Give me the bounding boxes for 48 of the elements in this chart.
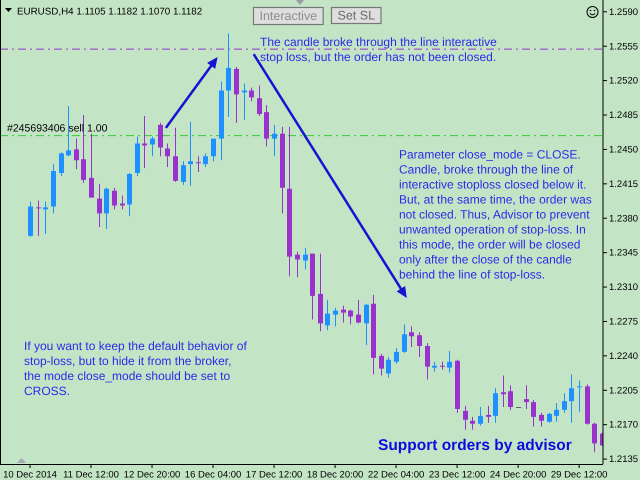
x-tick-label: 18 Dec 20:00	[306, 470, 364, 480]
y-tick-label: 1.2240	[609, 350, 638, 362]
annotation: The candle broke through the line interactive stop loss, but the order has not been closed.	[260, 35, 498, 64]
candlestick	[43, 202, 48, 234]
y-tick-label: 1.2310	[609, 282, 638, 294]
candlestick	[341, 306, 346, 322]
y-tick-label: 1.2520	[609, 76, 638, 87]
candlestick	[303, 248, 308, 270]
candlestick	[501, 376, 506, 407]
annotation: Set SL	[338, 8, 376, 22]
y-tick-label: 1.2415	[609, 178, 638, 190]
y-tick-label: 1.2380	[609, 213, 638, 224]
candlestick	[524, 385, 529, 409]
candlestick	[242, 84, 247, 120]
candlestick	[333, 308, 338, 326]
candlestick	[120, 196, 125, 210]
x-tick-label: 17 Dec 12:00	[246, 470, 302, 480]
text: EURUSD,H4 1.1105 1.1182 1.1070 1.1182	[17, 6, 202, 18]
x-tick-label: 22 Dec 04:00	[368, 470, 424, 480]
x-tick-label: 23 Dec 12:00	[428, 470, 486, 480]
x-tick-label: 24 Dec 20:00	[490, 470, 546, 480]
candlestick	[440, 362, 445, 370]
annotation: Support orders by advisor	[378, 437, 572, 454]
candlestick	[188, 122, 193, 186]
candlestick	[36, 200, 41, 236]
x-tick-label: 12 Dec 20:00	[124, 470, 180, 480]
y-tick-label: 1.2555	[609, 41, 638, 52]
x-tick-label: 10 Dec 2014	[3, 470, 57, 480]
x-tick-label: 29 Dec 12:00	[550, 470, 608, 480]
y-tick-label: 1.2450	[609, 144, 638, 156]
candlestick	[142, 116, 147, 168]
x-tick-label: 11 Dec 12:00	[63, 470, 119, 480]
x-tick-label: 16 Dec 04:00	[184, 470, 242, 480]
y-tick-label: 1.2345	[609, 248, 638, 259]
candlestick	[196, 156, 201, 172]
y-tick-label: 1.2590	[609, 6, 638, 18]
y-tick-label: 1.2170	[609, 420, 638, 431]
candlestick	[577, 380, 582, 412]
candlestick	[295, 252, 300, 278]
annotation: If you want to keep the default behavior of stop-loss, but to hide it from the broker, the mode close_mode should be set to CROSS.	[24, 339, 248, 398]
text: Parameter close_mode = CLOSE. Candle, broke through the line of interactive stoploss closed below it. But, at the same time, the order was not closed. Thus, Advisor to prevent unwanted operation of stop-loss. In this mode, the order will be closed only after the close of the candle behind the line of stop-loss.	[399, 148, 592, 282]
candlestick	[486, 406, 491, 423]
annotation: Interactive	[260, 9, 318, 23]
y-tick-label: 1.2135	[609, 454, 638, 466]
y-tick-label: 1.2275	[609, 316, 638, 328]
y-tick-label: 1.2205	[609, 385, 638, 396]
candlestick	[272, 124, 277, 156]
y-tick-label: 1.2485	[609, 110, 638, 122]
